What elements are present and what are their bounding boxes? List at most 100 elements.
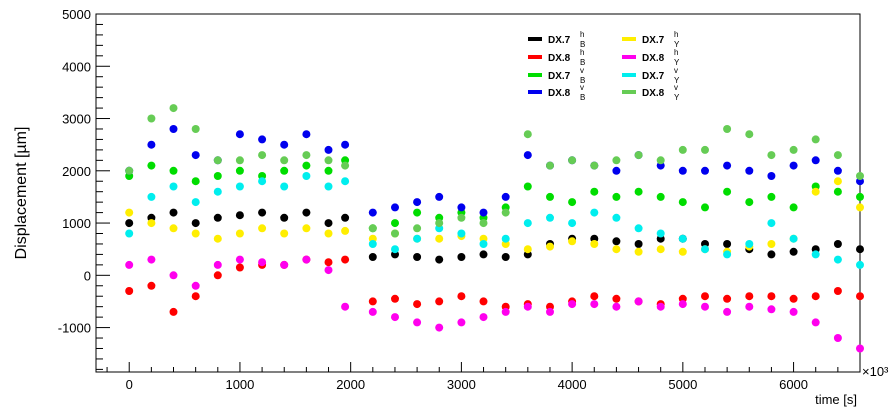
point-series-1-12 xyxy=(391,294,399,303)
point-series-4-5 xyxy=(235,229,244,238)
point-series-2-8 xyxy=(302,161,311,170)
point-series-5-7 xyxy=(280,260,289,269)
point-series-2-1 xyxy=(147,161,156,170)
point-series-3-32 xyxy=(833,166,842,175)
x-axis-exponent: ×10³ xyxy=(862,364,889,379)
point-series-6-4 xyxy=(213,187,222,196)
point-series-2-22 xyxy=(612,192,621,201)
point-series-3-8 xyxy=(302,130,311,139)
point-series-6-20 xyxy=(568,219,577,228)
point-series-4-32 xyxy=(833,177,842,186)
point-series-3-16 xyxy=(479,208,488,217)
legend-superscript: v xyxy=(674,83,678,92)
point-series-0-4 xyxy=(213,213,222,222)
point-series-6-27 xyxy=(723,250,732,259)
point-series-4-31 xyxy=(811,187,820,196)
point-series-2-23 xyxy=(634,187,643,196)
point-series-7-33 xyxy=(856,172,864,180)
point-series-7-12 xyxy=(391,229,399,238)
point-series-3-31 xyxy=(811,156,820,165)
point-series-2-30 xyxy=(789,203,798,212)
point-series-5-25 xyxy=(678,300,687,309)
point-series-6-21 xyxy=(590,208,599,217)
legend-entry: DX.8 xyxy=(642,88,665,99)
point-series-3-1 xyxy=(147,140,156,149)
x-axis-label: time [s] xyxy=(815,392,857,407)
point-series-0-17 xyxy=(501,253,510,261)
point-series-7-26 xyxy=(701,145,709,154)
point-series-3-17 xyxy=(501,192,510,201)
point-series-5-32 xyxy=(833,334,842,342)
point-series-3-14 xyxy=(435,192,444,201)
point-series-6-19 xyxy=(546,213,554,222)
point-series-5-1 xyxy=(147,255,156,264)
point-series-3-2 xyxy=(169,125,178,133)
point-series-4-22 xyxy=(612,245,621,254)
point-series-7-28 xyxy=(745,130,754,139)
point-series-7-16 xyxy=(479,219,488,228)
point-series-7-20 xyxy=(568,156,577,165)
point-series-6-18 xyxy=(523,219,532,228)
legend-subscript: Y xyxy=(674,93,680,102)
legend-subscript: Y xyxy=(674,58,680,67)
point-series-0-9 xyxy=(324,219,333,228)
point-series-5-28 xyxy=(745,302,754,311)
point-series-3-5 xyxy=(235,130,244,139)
point-series-3-15 xyxy=(457,203,466,212)
point-series-3-22 xyxy=(612,166,621,175)
point-series-1-31 xyxy=(811,292,820,301)
point-series-1-28 xyxy=(745,292,754,301)
point-series-7-9 xyxy=(324,156,333,165)
point-series-5-30 xyxy=(789,307,798,316)
y-tick-label: 3000 xyxy=(62,112,91,127)
point-series-3-26 xyxy=(701,166,709,175)
legend-subscript: Y xyxy=(674,40,680,49)
point-series-1-10 xyxy=(341,255,350,264)
point-series-5-5 xyxy=(235,255,244,264)
point-series-6-13 xyxy=(413,234,422,243)
point-series-3-12 xyxy=(391,203,399,212)
point-series-7-27 xyxy=(723,125,732,133)
point-series-2-4 xyxy=(213,172,222,180)
point-series-0-6 xyxy=(258,208,267,217)
x-tick-label: 1000 xyxy=(225,377,254,392)
point-series-7-21 xyxy=(590,161,599,170)
point-series-3-29 xyxy=(767,172,776,180)
point-series-7-19 xyxy=(546,161,554,170)
point-series-0-11 xyxy=(368,253,377,261)
point-series-6-12 xyxy=(391,245,399,254)
point-series-7-23 xyxy=(634,151,643,160)
point-series-5-8 xyxy=(302,255,311,264)
point-series-6-1 xyxy=(147,192,156,201)
point-series-3-18 xyxy=(523,151,532,160)
plot-frame xyxy=(95,13,861,373)
point-series-5-15 xyxy=(457,318,466,327)
point-series-7-11 xyxy=(368,224,377,233)
y-tick-label: 2000 xyxy=(62,164,91,179)
legend-subscript: B xyxy=(580,58,585,67)
point-series-2-12 xyxy=(391,219,399,228)
point-series-2-29 xyxy=(767,192,776,201)
point-series-3-10 xyxy=(341,140,350,149)
point-series-7-5 xyxy=(235,156,244,165)
point-series-6-23 xyxy=(634,224,643,233)
point-series-3-25 xyxy=(678,166,687,175)
point-series-5-18 xyxy=(523,302,532,311)
legend-subscript: B xyxy=(580,40,585,49)
y-tick-label: -1000 xyxy=(58,321,91,336)
point-series-6-2 xyxy=(169,182,178,191)
point-series-5-19 xyxy=(546,307,554,316)
point-series-4-3 xyxy=(191,229,200,238)
point-series-6-16 xyxy=(479,240,488,248)
legend-subscript: Y xyxy=(674,76,680,85)
point-series-1-4 xyxy=(213,271,222,280)
point-series-5-11 xyxy=(368,307,377,316)
point-series-1-22 xyxy=(612,294,621,303)
x-tick-label: 5000 xyxy=(668,377,697,392)
point-series-5-6 xyxy=(258,258,267,267)
point-series-6-30 xyxy=(789,234,798,243)
point-series-6-6 xyxy=(258,177,267,186)
point-series-5-14 xyxy=(435,323,444,332)
point-series-4-14 xyxy=(435,234,444,243)
y-axis-label: Displacement [µm] xyxy=(13,127,30,260)
